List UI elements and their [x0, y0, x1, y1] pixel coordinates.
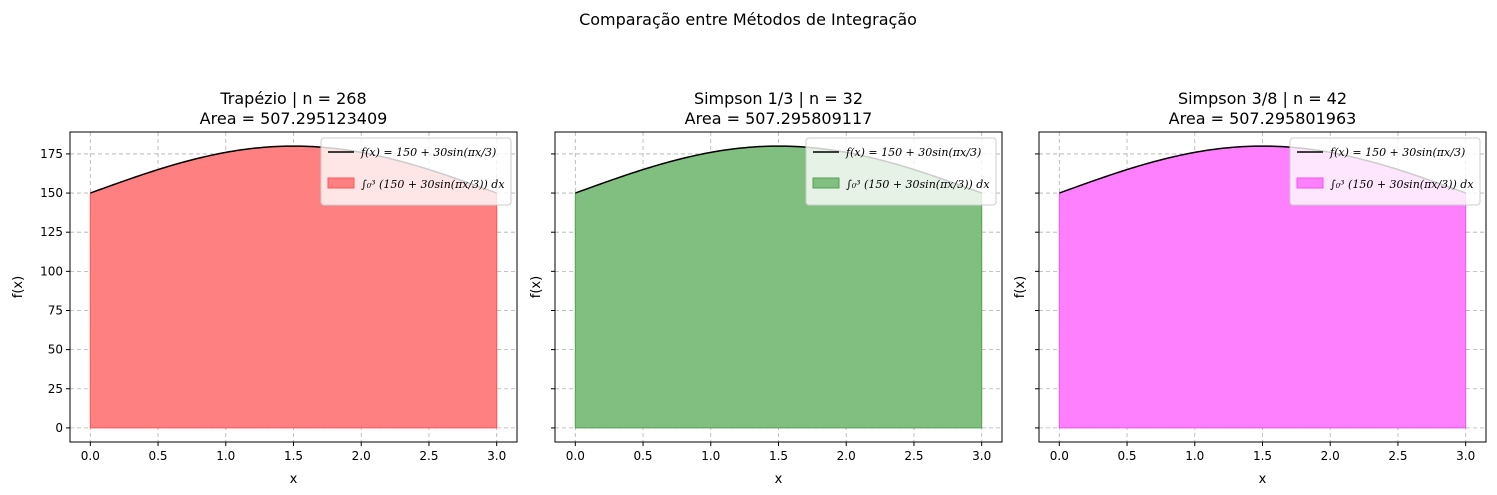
legend-box [805, 137, 997, 206]
x-axis-label: x [290, 472, 298, 487]
legend-function-label: f(x) = 150 + 30sin(πx/3) [1329, 146, 1465, 159]
y-tick-label: 125 [40, 225, 63, 239]
x-tick-label: 2.0 [352, 449, 371, 463]
legend-area-swatch [327, 177, 355, 189]
x-tick-label: 1.5 [284, 449, 303, 463]
legend-box [320, 137, 512, 206]
legend-integral-label: ∫₀³ (150 + 30sin(πx/3)) dx [846, 178, 990, 191]
x-tick-label: 1.0 [216, 449, 235, 463]
x-tick-label: 0.0 [1050, 449, 1069, 463]
y-tick-label: 0 [55, 421, 63, 435]
x-axis-label: x [775, 472, 783, 487]
x-tick-label: 0.5 [633, 449, 652, 463]
y-axis-label: f(x) [1013, 276, 1028, 298]
subplot-subtitle: Area = 507.295809117 [685, 109, 873, 128]
x-tick-label: 1.0 [701, 449, 720, 463]
subplot-subtitle: Area = 507.295801963 [1169, 109, 1357, 128]
x-tick-label: 2.5 [904, 449, 923, 463]
x-tick-label: 2.0 [1321, 449, 1340, 463]
x-tick-label: 1.0 [1185, 449, 1204, 463]
x-tick-label: 1.5 [769, 449, 788, 463]
figure-suptitle: Comparação entre Métodos de Integração [579, 10, 917, 29]
x-tick-label: 0.5 [1117, 449, 1136, 463]
x-tick-label: 1.5 [1253, 449, 1272, 463]
x-tick-label: 0.0 [81, 449, 100, 463]
x-tick-label: 3.0 [487, 449, 506, 463]
y-axis-label: f(x) [529, 276, 544, 298]
x-tick-label: 2.5 [1388, 449, 1407, 463]
x-tick-label: 3.0 [1456, 449, 1475, 463]
x-tick-label: 0.5 [148, 449, 167, 463]
y-tick-label: 100 [40, 264, 63, 278]
legend-box [1289, 137, 1481, 206]
y-axis-label: f(x) [11, 276, 26, 298]
legend-integral-label: ∫₀³ (150 + 30sin(πx/3)) dx [361, 178, 505, 191]
x-tick-label: 3.0 [972, 449, 991, 463]
subplot-subtitle: Area = 507.295123409 [200, 109, 388, 128]
x-axis-label: x [1259, 472, 1267, 487]
x-tick-label: 0.0 [566, 449, 585, 463]
legend-area-swatch [1296, 177, 1324, 189]
y-tick-label: 50 [48, 343, 63, 357]
legend-function-label: f(x) = 150 + 30sin(πx/3) [845, 146, 981, 159]
legend-integral-label: ∫₀³ (150 + 30sin(πx/3)) dx [1330, 178, 1474, 191]
legend-area-swatch [812, 177, 840, 189]
y-tick-label: 150 [40, 186, 63, 200]
x-tick-label: 2.5 [419, 449, 438, 463]
y-tick-label: 75 [48, 303, 63, 317]
subplot-title: Trapézio | n = 268 [219, 89, 366, 108]
subplot-title: Simpson 3/8 | n = 42 [1178, 89, 1347, 108]
y-tick-label: 175 [40, 147, 63, 161]
y-tick-label: 25 [48, 382, 63, 396]
legend-function-label: f(x) = 150 + 30sin(πx/3) [360, 146, 496, 159]
subplot-title: Simpson 1/3 | n = 32 [694, 89, 863, 108]
x-tick-label: 2.0 [837, 449, 856, 463]
